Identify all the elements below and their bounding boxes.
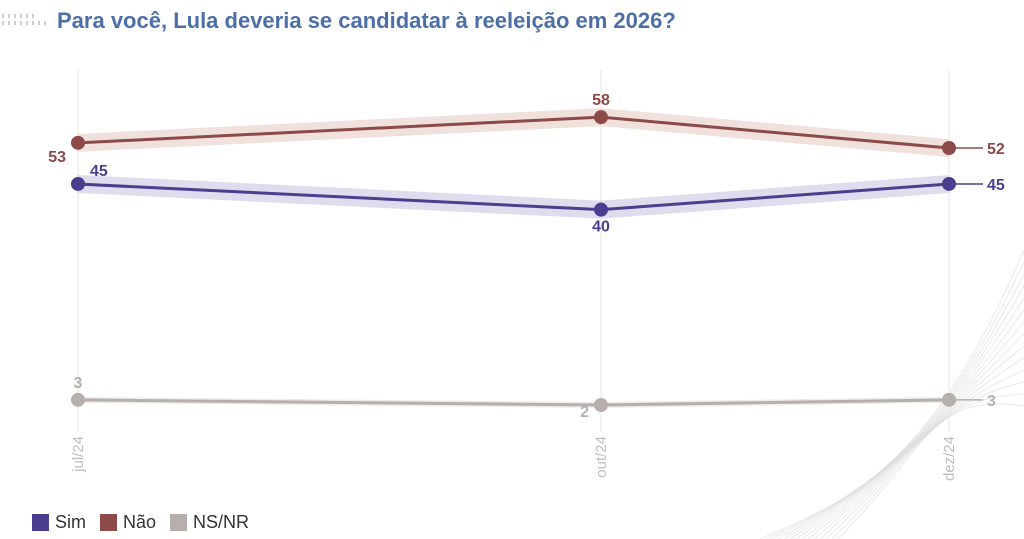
data-label-nsnr: 3 (74, 375, 83, 392)
data-labels: 45 40 45 53 58 52 3 2 3 (48, 92, 1005, 421)
legend-swatch-nao (100, 514, 117, 531)
data-label-sim: 45 (987, 177, 1005, 194)
data-point-nsnr (594, 398, 608, 412)
wave-line (813, 357, 1024, 539)
wave-line (819, 369, 1024, 539)
wave-line (777, 285, 1024, 539)
wave-line (783, 297, 1024, 539)
wave-line (789, 309, 1024, 539)
data-point-nsnr (71, 392, 85, 407)
data-label-nsnr: 2 (580, 404, 589, 421)
data-label-sim: 45 (90, 163, 108, 180)
wave-line (825, 381, 1024, 539)
data-point-no (594, 110, 608, 125)
data-point-no (942, 141, 956, 155)
legend: Sim Não NS/NR (32, 512, 249, 533)
data-point-no (71, 135, 85, 150)
x-tick-label-out24: out/24 (593, 436, 610, 478)
wave-line (801, 333, 1024, 539)
wave-line (759, 249, 1024, 539)
data-label-sim: 40 (592, 219, 610, 236)
legend-swatch-sim (32, 514, 49, 531)
legend-swatch-nsnr (170, 514, 188, 531)
band-sim (78, 174, 949, 219)
grid-lines (77, 70, 950, 432)
legend-item-nao: Não (100, 512, 156, 533)
data-label-nsnr: 3 (987, 393, 996, 410)
wave-line (765, 261, 1024, 539)
data-label-no: 52 (987, 141, 1005, 158)
legend-item-sim: Sim (32, 512, 86, 533)
data-points (71, 110, 956, 412)
decorative-waves (759, 249, 1024, 539)
wave-line (807, 345, 1024, 539)
data-point-nsnr (942, 392, 956, 407)
data-point-sim (594, 202, 608, 217)
legend-label-nsnr: NS/NR (193, 512, 250, 532)
band-nsnr (78, 396, 949, 408)
chart-title: Para você, Lula deveria se candidatar à … (57, 8, 676, 33)
legend-label-sim: Sim (55, 512, 86, 532)
data-label-no: 53 (48, 149, 66, 166)
legend-label-nao: Não (123, 512, 157, 532)
x-tick-label-dez24: dez/24 (941, 436, 958, 481)
wave-line (837, 403, 1024, 539)
data-label-no: 58 (592, 92, 610, 109)
confidence-bands (78, 108, 949, 408)
legend-item-nsnr: NS/NR (170, 512, 249, 533)
x-axis-ticks: jul/24 out/24 dez/24 (70, 436, 958, 481)
series-lines (77, 115, 983, 407)
band-no (78, 108, 949, 157)
decorative-dots (2, 14, 46, 25)
wave-line (831, 393, 1024, 539)
data-point-sim (71, 176, 85, 191)
x-tick-label-jul24: jul/24 (70, 436, 87, 473)
data-point-sim (942, 176, 956, 191)
